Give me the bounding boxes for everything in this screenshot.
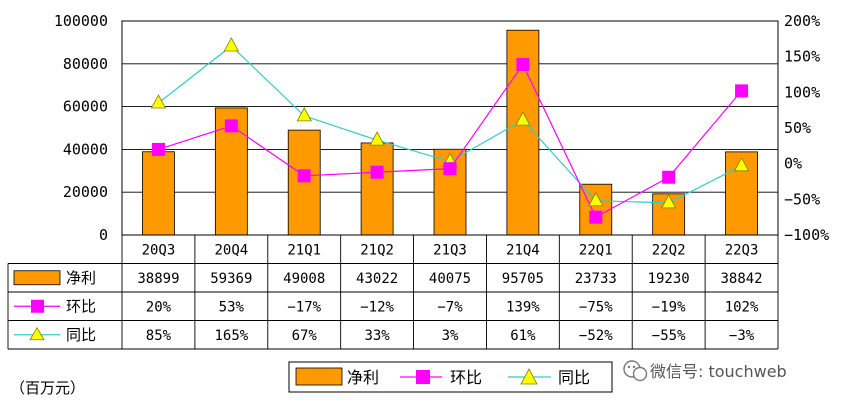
row-label-qoq: 环比 xyxy=(66,297,96,315)
qoq-marker-20Q3 xyxy=(151,142,165,156)
y-right-tick-label: 150% xyxy=(784,48,820,66)
table-cell-value: −17% xyxy=(287,299,321,315)
qoq-marker-21Q4 xyxy=(516,58,530,72)
line-series xyxy=(150,37,750,224)
bar-21Q1 xyxy=(287,129,321,236)
y-right-tick-label: 100% xyxy=(784,83,820,101)
y-right-tick-label: 0% xyxy=(784,155,802,173)
qoq-marker-22Q2 xyxy=(662,170,676,184)
table-cell-value: 23733 xyxy=(575,271,617,287)
row-key-qoq-marker xyxy=(31,299,44,313)
y-left-tick-label: 80000 xyxy=(63,55,108,73)
category-label: 22Q1 xyxy=(579,242,613,258)
category-label: 22Q2 xyxy=(652,242,686,258)
y-right-tick-label: 200% xyxy=(784,12,820,30)
table-cell-value: 139% xyxy=(506,299,540,315)
category-label: 21Q4 xyxy=(506,242,540,258)
legend-bar-swatch xyxy=(295,367,343,386)
category-label: 20Q3 xyxy=(142,242,176,258)
data-table: 20Q3 20Q4 21Q1 21Q2 21Q3 21Q4 22Q1 22Q2 22Q3 净利环比… xyxy=(7,234,779,350)
bar-22Q1 xyxy=(579,183,613,236)
yoy-marker-22Q1 xyxy=(588,191,604,207)
table-cell-value: −52% xyxy=(579,328,613,344)
legend: 净利 环比 同比 xyxy=(288,361,613,393)
qoq-marker-21Q1 xyxy=(297,169,311,183)
qoq-marker-20Q4 xyxy=(224,119,238,133)
y-left-tick-label: 20000 xyxy=(63,183,108,201)
table-cell-value: 61% xyxy=(510,328,536,344)
yoy-marker-22Q3 xyxy=(733,156,750,172)
table-cell-value: 40075 xyxy=(429,271,471,287)
legend-label-qoq: 环比 xyxy=(450,368,482,387)
bar-20Q3 xyxy=(142,151,175,236)
table-cell-value: 67% xyxy=(292,328,318,344)
table-cell-value: 59369 xyxy=(210,271,252,287)
category-label: 22Q3 xyxy=(725,242,759,258)
qoq-marker-21Q2 xyxy=(370,165,384,179)
table-cell-value: 19230 xyxy=(648,271,690,287)
table-cell-value: 95705 xyxy=(502,271,544,287)
legend-label-net-profit: 净利 xyxy=(347,368,379,387)
y-right-tick-label: −50% xyxy=(784,190,820,208)
category-label: 21Q3 xyxy=(433,242,467,258)
table-cell-value: −12% xyxy=(360,299,394,315)
bar-21Q2 xyxy=(360,142,394,236)
watermark: 微信号: touchweb xyxy=(623,360,787,382)
y-left-tick-label: 60000 xyxy=(63,98,108,116)
row-key-yoy-marker xyxy=(29,326,45,341)
table-cell-value: −75% xyxy=(579,299,613,315)
category-label: 21Q2 xyxy=(360,242,394,258)
table-cell-value: 53% xyxy=(219,299,245,315)
row-key-net-profit xyxy=(13,270,61,286)
table-cell-value: −7% xyxy=(437,299,463,315)
yoy-marker-21Q1 xyxy=(296,107,312,122)
row-label-net-profit: 净利 xyxy=(66,269,96,287)
legend-qoq-marker xyxy=(416,370,430,384)
table-cell-value: 38899 xyxy=(137,271,179,287)
table-cell-value: −3% xyxy=(729,328,755,344)
table-cell-value: 38842 xyxy=(720,271,762,287)
y-right-tick-label: 50% xyxy=(784,119,811,137)
yoy-marker-22Q2 xyxy=(660,194,677,209)
qoq-marker-22Q3 xyxy=(735,84,749,98)
table-cell-value: 3% xyxy=(442,328,459,344)
legend-yoy-marker xyxy=(520,368,538,385)
y-left-tick-label: 40000 xyxy=(63,140,108,158)
y-right-tick-label: −100% xyxy=(784,226,829,244)
y-left-tick-label: 100000 xyxy=(54,12,108,30)
table-cell-value: 43022 xyxy=(356,271,398,287)
legend-label-yoy: 同比 xyxy=(558,368,590,387)
table-cell-value: 165% xyxy=(214,328,248,344)
qoq-marker-21Q3 xyxy=(443,162,457,176)
table-cell-value: −19% xyxy=(652,299,686,315)
table-cell-value: 20% xyxy=(146,299,172,315)
y-left-tick-label: 0 xyxy=(99,226,108,244)
table-cell-value: −55% xyxy=(652,328,686,344)
wechat-icon xyxy=(623,360,648,382)
table-cell-value: 102% xyxy=(725,299,759,315)
row-label-yoy: 同比 xyxy=(66,326,96,344)
yoy-marker-21Q2 xyxy=(369,131,385,146)
category-label: 20Q4 xyxy=(214,242,248,258)
yoy-marker-20Q4 xyxy=(223,37,240,52)
yoy-marker-20Q3 xyxy=(150,94,167,109)
table-cell-value: 85% xyxy=(146,328,172,344)
unit-note: （百万元） xyxy=(10,379,85,397)
table-cell-value: 49008 xyxy=(283,271,325,287)
category-label: 21Q1 xyxy=(287,242,321,258)
watermark-text: 微信号: touchweb xyxy=(650,362,787,381)
axes: 0 20000 40000 60000 80000 100000 −100% −50% 0% 50… xyxy=(54,12,829,244)
yoy-marker-21Q4 xyxy=(515,111,531,126)
table-cell-value: 33% xyxy=(364,328,390,344)
qoq-marker-22Q1 xyxy=(589,210,603,224)
